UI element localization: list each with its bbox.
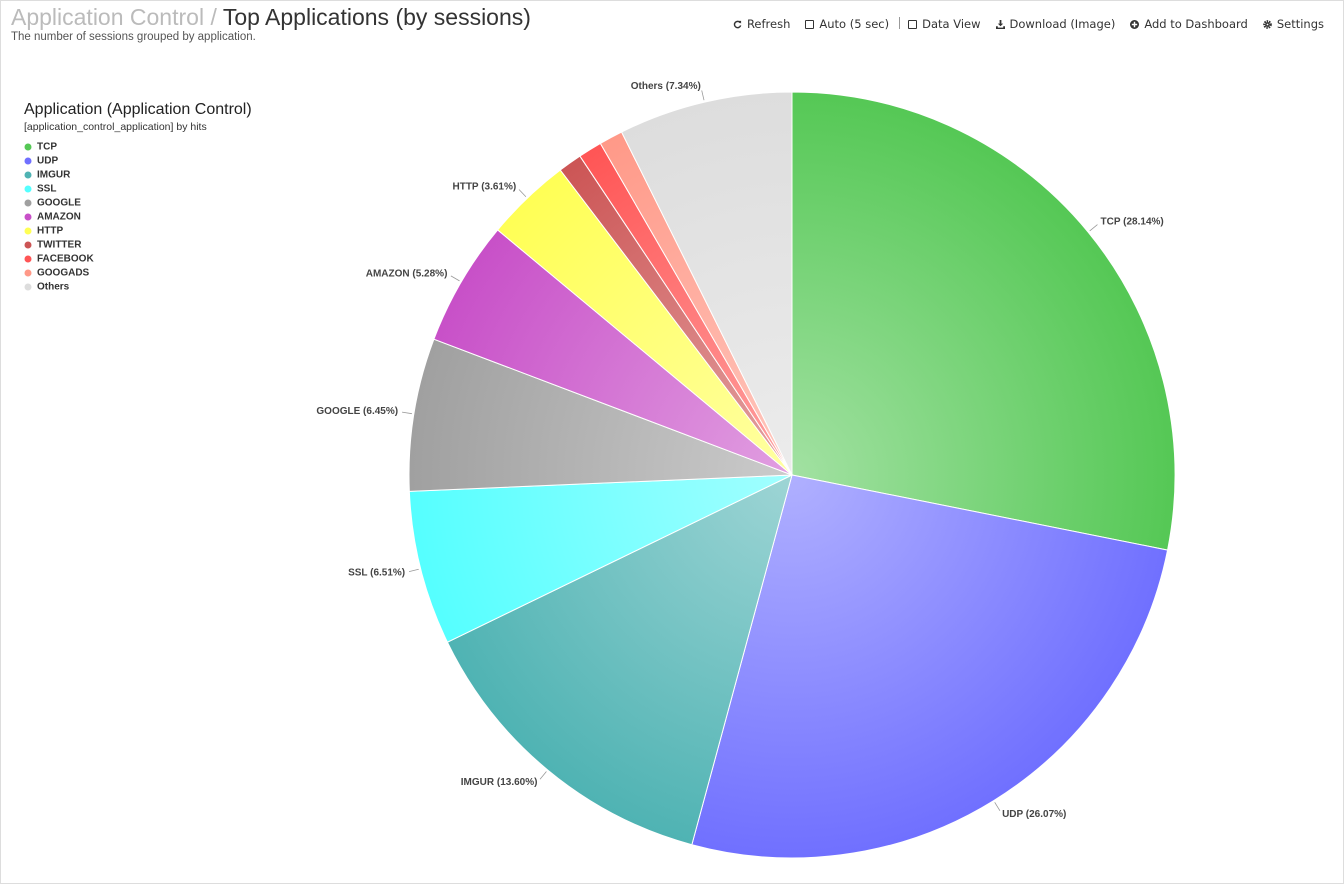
legend-swatch [24,283,32,291]
leader-line [994,802,1001,812]
legend-label: FACEBOOK [37,254,94,265]
pie-slice [446,474,793,846]
leader-line [701,90,705,101]
data-label: GOOGLE (6.45%) [316,406,398,417]
settings-label: Settings [1276,17,1324,31]
settings-icon [1263,19,1272,29]
legend-label: IMGUR [37,170,71,181]
legend-label: GOOGADS [37,268,90,279]
legend-title: Application (Application Control) [24,101,252,118]
auto-label: Auto (5 sec) [819,17,890,31]
leader-line [408,568,419,573]
download-button[interactable]: Download (Image) [995,17,1116,31]
add-dashboard-button[interactable]: Add to Dashboard [1130,17,1248,31]
legend-label: HTTP [37,226,63,237]
legend-subtitle: [application_control_application] by hit… [24,121,207,133]
checkbox [908,19,918,29]
legend-swatch [24,185,32,193]
subtitle: The number of sessions grouped by applic… [11,31,256,43]
leader-line [539,771,547,780]
legend-label: Others [37,282,70,293]
data-label: SSL (6.51%) [348,567,405,578]
legend-swatch [24,143,32,151]
data-label: Others (7.34%) [631,81,701,92]
leader-line [1089,224,1098,232]
auto-checkbox[interactable]: Auto (5 sec) [805,17,889,31]
add-dashboard-label: Add to Dashboard [1144,17,1248,31]
legend-swatch [24,171,32,179]
legend-swatch [24,255,32,263]
divider [899,17,901,29]
refresh-icon [733,20,742,28]
legend-swatch [24,213,32,221]
leader-line [518,189,527,198]
legend-swatch [24,199,32,207]
pie-slice [620,91,793,476]
pie-slice [408,338,793,492]
pie-slice [791,91,1176,551]
legend-swatch [24,269,32,277]
toolbar: Refresh Auto (5 sec) Data View Download … [733,17,1324,31]
checkbox [805,19,815,29]
separator: / [210,4,217,30]
add-icon [1130,19,1140,29]
legend-label: TCP [37,142,57,153]
legend-label: SSL [37,184,56,195]
data-label: IMGUR (13.60%) [461,777,538,788]
data-view-label: Data View [922,17,981,31]
breadcrumb-parent[interactable]: Application Control [11,4,205,30]
download-label: Download (Image) [1009,17,1116,31]
legend-label: AMAZON [37,212,81,223]
data-view-checkbox[interactable]: Data View [908,17,981,31]
page-title: Top Applications (by sessions) [222,4,531,30]
data-label: AMAZON (5.28%) [366,268,448,279]
data-label: TCP (28.14%) [1101,217,1164,228]
data-label: UDP (26.07%) [1002,809,1066,820]
pie-slice [691,474,1169,859]
legend-swatch [24,227,32,235]
legend-label: TWITTER [37,240,82,251]
legend-label: UDP [37,156,58,167]
leader-line [401,411,412,415]
refresh-label: Refresh [746,17,791,31]
refresh-button[interactable]: Refresh [733,17,790,31]
breadcrumb: Application Control / Top Applications (… [11,4,531,31]
leader-line [450,275,460,282]
legend-label: GOOGLE [37,198,81,209]
download-icon [995,19,1005,29]
settings-button[interactable]: Settings [1263,17,1324,31]
header: Application Control / Top Applications (… [11,4,531,43]
pie-slice [408,474,793,643]
data-label: HTTP (3.61%) [452,181,516,192]
legend-swatch [24,157,32,165]
legend-swatch [24,241,32,249]
